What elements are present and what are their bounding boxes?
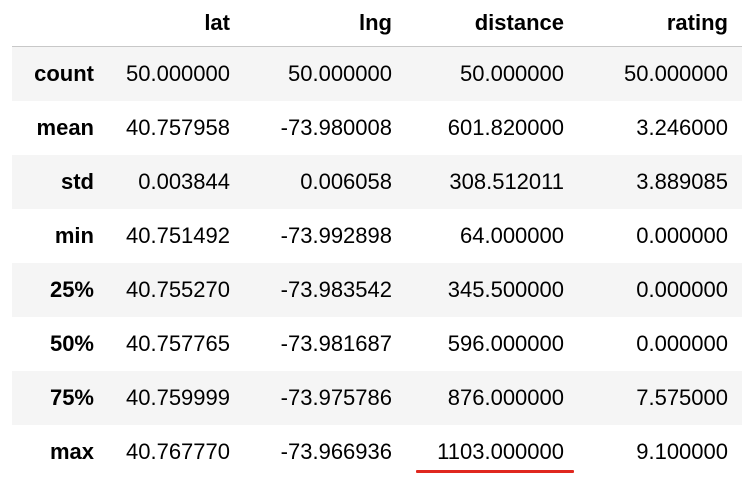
- cell-rating: 0.000000: [636, 331, 728, 356]
- table-row-max: max 40.767770 -73.966936 1103.000000 9.1…: [12, 425, 742, 479]
- cell-distance: 50.000000: [460, 61, 564, 86]
- cell-lng: -73.966936: [280, 439, 392, 464]
- cell-rating: 7.575000: [636, 385, 728, 410]
- table-body: count 50.000000 50.000000 50.000000 50.0…: [12, 46, 742, 479]
- cell-lat: 40.759999: [126, 385, 230, 410]
- table-row-75: 75% 40.759999 -73.975786 876.000000 7.57…: [12, 371, 742, 425]
- column-header-distance: distance: [406, 0, 578, 47]
- cell-rating: 0.000000: [636, 223, 728, 248]
- cell-distance: 64.000000: [460, 223, 564, 248]
- column-header-rating: rating: [578, 0, 742, 47]
- row-label: 75%: [49, 385, 94, 410]
- index-header: [12, 0, 108, 47]
- cell-lng: -73.992898: [280, 223, 392, 248]
- table-row-mean: mean 40.757958 -73.980008 601.820000 3.2…: [12, 101, 742, 155]
- cell-distance-value: 1103.000000: [437, 439, 564, 464]
- row-label: min: [54, 223, 94, 248]
- cell-rating: 9.100000: [636, 439, 728, 464]
- cell-distance: 345.500000: [447, 277, 564, 302]
- table-row-std: std 0.003844 0.006058 308.512011 3.88908…: [12, 155, 742, 209]
- cell-distance: 596.000000: [447, 331, 564, 356]
- column-header-lng: lng: [244, 0, 406, 47]
- cell-lat: 40.757765: [126, 331, 230, 356]
- table-row-50: 50% 40.757765 -73.981687 596.000000 0.00…: [12, 317, 742, 371]
- cell-lng: -73.983542: [280, 277, 392, 302]
- table-row-25: 25% 40.755270 -73.983542 345.500000 0.00…: [12, 263, 742, 317]
- row-label: mean: [36, 115, 94, 140]
- header-row: lat lng distance rating: [12, 0, 742, 47]
- cell-lng: 0.006058: [300, 169, 392, 194]
- cell-distance-highlighted: 1103.000000: [406, 425, 578, 479]
- table-row-min: min 40.751492 -73.992898 64.000000 0.000…: [12, 209, 742, 263]
- cell-lng: -73.980008: [280, 115, 392, 140]
- cell-lat: 40.751492: [126, 223, 230, 248]
- cell-lat: 0.003844: [138, 169, 230, 194]
- row-label: std: [61, 169, 94, 194]
- row-label: count: [34, 61, 94, 86]
- cell-rating: 3.246000: [636, 115, 728, 140]
- cell-rating: 0.000000: [636, 277, 728, 302]
- red-underline-annotation: [416, 470, 574, 473]
- cell-distance: 601.820000: [447, 115, 564, 140]
- cell-distance: 308.512011: [449, 169, 564, 194]
- cell-lat: 50.000000: [126, 61, 230, 86]
- table-header: lat lng distance rating: [12, 0, 742, 47]
- describe-table: lat lng distance rating count 50.000000 …: [12, 0, 742, 479]
- cell-rating: 50.000000: [624, 61, 728, 86]
- cell-lng: -73.975786: [280, 385, 392, 410]
- cell-lat: 40.757958: [126, 115, 230, 140]
- cell-lat: 40.767770: [126, 439, 230, 464]
- row-label: 25%: [49, 277, 94, 302]
- row-label: 50%: [49, 331, 94, 356]
- cell-lng: -73.981687: [280, 331, 392, 356]
- column-header-lat: lat: [108, 0, 244, 47]
- row-label: max: [49, 439, 94, 464]
- cell-lng: 50.000000: [288, 61, 392, 86]
- cell-rating: 3.889085: [636, 169, 728, 194]
- table-row-count: count 50.000000 50.000000 50.000000 50.0…: [12, 46, 742, 101]
- cell-lat: 40.755270: [126, 277, 230, 302]
- cell-distance: 876.000000: [447, 385, 564, 410]
